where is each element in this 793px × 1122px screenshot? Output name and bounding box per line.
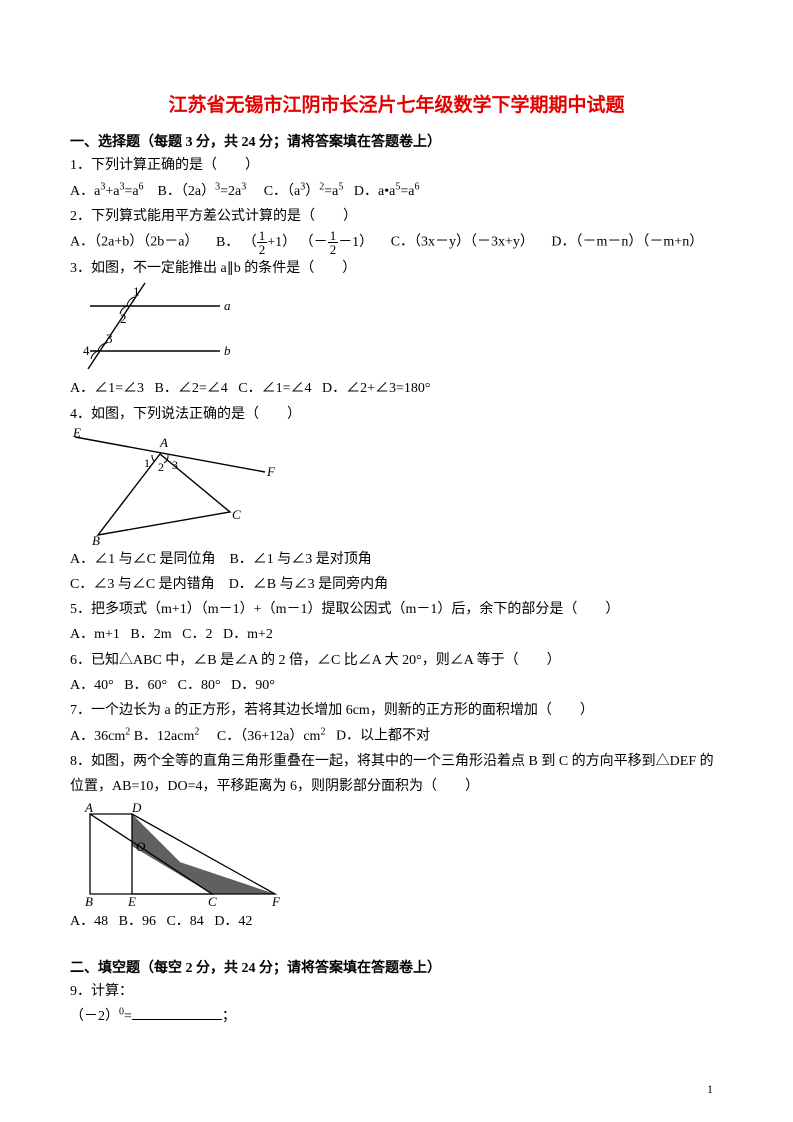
q6-optA: A．40° — [70, 678, 114, 693]
q4-optD: D．∠B 与∠3 是同旁内角 — [229, 577, 388, 592]
svg-text:3: 3 — [172, 458, 178, 472]
q3-optC: C．∠1=∠4 — [238, 381, 311, 396]
q3-stem: 3．如图，不一定能推出 a∥b 的条件是（ ） — [70, 261, 356, 276]
svg-text:2: 2 — [158, 460, 164, 474]
q2: 2．下列算式能用平方差公式计算的是（ ） A．（2a+b）（2b－a） B． （… — [70, 204, 723, 256]
page-number: 1 — [707, 1082, 713, 1097]
q9-expr: （－2）0=； — [70, 1009, 236, 1024]
q5-stem: 5．把多项式（m+1）（m－1）+（m－1）提取公因式（m－1）后，余下的部分是… — [70, 602, 619, 617]
q9-stem: 9．计算： — [70, 984, 133, 999]
svg-text:b: b — [224, 343, 231, 358]
q5-optB: B．2m — [130, 627, 171, 642]
q6-stem: 6．已知△ABC 中，∠B 是∠A 的 2 倍，∠C 比∠A 大 20°，则∠A… — [70, 653, 561, 668]
fill-blank — [132, 1007, 222, 1020]
q8-optD: D．42 — [214, 914, 252, 929]
q4-optC: C．∠3 与∠C 是内错角 — [70, 577, 215, 592]
q3-optD: D．∠2+∠3=180° — [322, 381, 431, 396]
q8-optB: B．96 — [119, 914, 156, 929]
q4: 4．如图，下列说法正确的是（ ） E A F B C 1 2 3 A．∠1 与∠… — [70, 402, 723, 598]
q8-optC: C．84 — [166, 914, 203, 929]
q8-figure: A D O B E C F — [70, 799, 300, 909]
q2-optD: D．（－m－n）（－m+n） — [551, 235, 703, 250]
q1: 1．下列计算正确的是（ ） A．a3+a3=a6 B．（2a）3=2a3 C．（… — [70, 153, 723, 204]
section2-header: 二、填空题（每空 2 分，共 24 分；请将答案填在答题卷上） — [70, 957, 723, 977]
svg-text:E: E — [72, 427, 81, 440]
q6-optC: C．80° — [178, 678, 221, 693]
svg-text:2: 2 — [120, 311, 127, 326]
q2-optC: C．（3x－y）（－3x+y） — [391, 235, 534, 250]
svg-text:D: D — [131, 800, 142, 815]
q5-optC: C．2 — [182, 627, 212, 642]
svg-text:A: A — [159, 435, 168, 450]
svg-text:1: 1 — [133, 284, 140, 299]
q1-optA: A．a3+a3=a6 — [70, 184, 147, 199]
q3-optB: B．∠2=∠4 — [155, 381, 228, 396]
section1-header: 一、选择题（每题 3 分，共 24 分；请将答案填在答题卷上） — [70, 131, 723, 151]
svg-text:O: O — [136, 839, 146, 854]
svg-text:F: F — [266, 464, 276, 479]
q4-stem: 4．如图，下列说法正确的是（ ） — [70, 407, 301, 422]
q2-optA: A．（2a+b）（2b－a） — [70, 235, 198, 250]
svg-text:F: F — [271, 894, 281, 909]
q8: 8．如图，两个全等的直角三角形重叠在一起，将其中的一个三角形沿着点 B 到 C … — [70, 749, 723, 935]
q1-optD: D．a•a5=a6 — [354, 184, 420, 199]
svg-text:B: B — [92, 533, 100, 547]
q7: 7．一个边长为 a 的正方形，若将其边长增加 6cm，则新的正方形的面积增加（ … — [70, 698, 723, 749]
q8-optA: A．48 — [70, 914, 108, 929]
doc-title: 江苏省无锡市江阴市长泾片七年级数学下学期期中试题 — [70, 90, 723, 117]
q9: 9．计算： （－2）0=； — [70, 979, 723, 1030]
q2-optB: B． （12+1） （－12－1） — [216, 235, 377, 250]
q4-figure: E A F B C 1 2 3 — [70, 427, 280, 547]
q7-stem: 7．一个边长为 a 的正方形，若将其边长增加 6cm，则新的正方形的面积增加（ … — [70, 703, 594, 718]
svg-text:4: 4 — [83, 343, 90, 358]
q3: 3．如图，不一定能推出 a∥b 的条件是（ ） 1 2 3 4 a b A．∠1… — [70, 256, 723, 401]
q7-optA: A．36cm2 — [70, 729, 130, 744]
q5-optA: A．m+1 — [70, 627, 120, 642]
q6-optB: B．60° — [124, 678, 167, 693]
q4-optB: B．∠1 与∠3 是对顶角 — [229, 552, 371, 567]
q6: 6．已知△ABC 中，∠B 是∠A 的 2 倍，∠C 比∠A 大 20°，则∠A… — [70, 648, 723, 698]
svg-text:3: 3 — [106, 331, 113, 346]
svg-text:C: C — [208, 894, 217, 909]
q5-optD: D．m+2 — [223, 627, 273, 642]
svg-text:1: 1 — [144, 456, 150, 470]
q7-optC: C．（36+12a）cm2 — [217, 729, 326, 744]
q5: 5．把多项式（m+1）（m－1）+（m－1）提取公因式（m－1）后，余下的部分是… — [70, 597, 723, 647]
q1-optB: B．（2a）3=2a3 — [158, 184, 250, 199]
q2-stem: 2．下列算式能用平方差公式计算的是（ ） — [70, 209, 357, 224]
q4-optA: A．∠1 与∠C 是同位角 — [70, 552, 215, 567]
svg-text:B: B — [85, 894, 93, 909]
q7-optD: D．以上都不对 — [336, 729, 430, 744]
svg-text:a: a — [224, 298, 231, 313]
q6-optD: D．90° — [231, 678, 275, 693]
q3-optA: A．∠1=∠3 — [70, 381, 144, 396]
svg-text:E: E — [127, 894, 136, 909]
svg-text:C: C — [232, 507, 241, 522]
q7-optB: B．12acm2 — [134, 729, 200, 744]
q8-stem: 8．如图，两个全等的直角三角形重叠在一起，将其中的一个三角形沿着点 B 到 C … — [70, 754, 714, 794]
q1-optC: C．（a3）2=a5 — [264, 184, 347, 199]
svg-text:A: A — [84, 800, 93, 815]
q1-stem: 1．下列计算正确的是（ ） — [70, 158, 259, 173]
q3-figure: 1 2 3 4 a b — [70, 281, 240, 376]
